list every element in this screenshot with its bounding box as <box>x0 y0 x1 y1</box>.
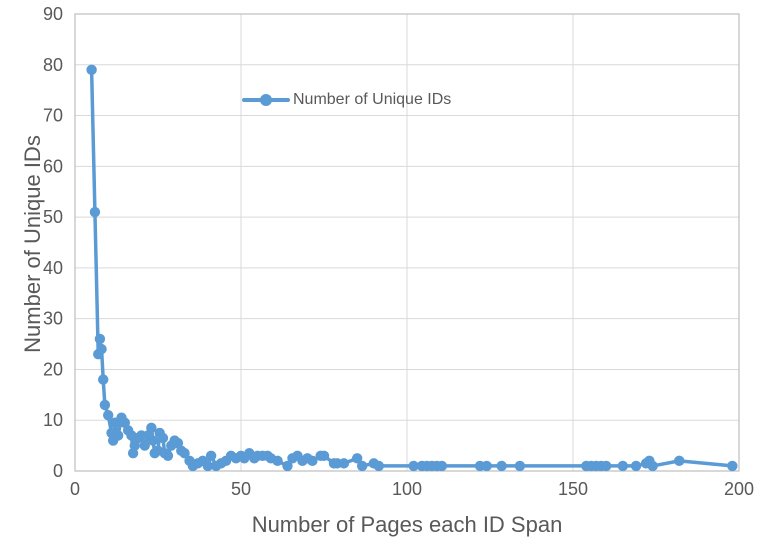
data-point <box>674 455 685 467</box>
data-point <box>307 455 318 467</box>
x-tick-label: 0 <box>70 479 80 499</box>
data-point <box>481 460 492 472</box>
data-point <box>202 460 213 472</box>
data-point <box>727 460 738 472</box>
data-point <box>112 430 124 441</box>
legend-label: Number of Unique IDs <box>293 91 452 108</box>
data-point <box>94 333 106 345</box>
data-point <box>373 460 384 472</box>
data-point <box>436 460 448 472</box>
data-point <box>496 460 507 472</box>
y-tick-label: 90 <box>43 4 63 24</box>
x-tick-label: 150 <box>558 479 588 499</box>
data-point <box>162 450 174 461</box>
data-point <box>272 455 283 467</box>
x-tick-label: 50 <box>231 479 251 499</box>
legend-marker-icon <box>260 94 272 106</box>
x-tick-label: 200 <box>724 479 754 499</box>
data-point <box>352 453 363 464</box>
y-tick-label: 50 <box>43 207 63 227</box>
data-point <box>98 374 109 385</box>
y-tick-label: 80 <box>43 55 63 75</box>
data-point <box>630 460 642 472</box>
legend-line-sample <box>242 94 290 106</box>
data-point <box>282 460 293 472</box>
data-point <box>103 409 114 421</box>
y-tick-label: 70 <box>43 106 63 126</box>
data-point <box>146 422 157 434</box>
data-point <box>356 460 368 472</box>
data-point <box>157 432 169 444</box>
data-point <box>99 399 111 411</box>
y-tick-label: 40 <box>43 258 63 278</box>
x-tick-label: 100 <box>392 479 422 499</box>
x-axis-title: Number of Pages each ID Span <box>251 512 563 537</box>
plot-border <box>74 13 740 472</box>
data-point <box>408 460 419 472</box>
data-point <box>601 460 612 472</box>
data-point <box>147 435 159 446</box>
data-point <box>647 460 658 472</box>
data-point <box>318 450 330 461</box>
y-tick-label: 10 <box>43 410 63 430</box>
data-point <box>338 458 350 469</box>
y-tick-label: 20 <box>43 359 63 379</box>
y-tick-label: 60 <box>43 156 63 176</box>
legend: Number of Unique IDs <box>242 89 451 111</box>
y-tick-label: 30 <box>43 309 63 329</box>
data-point <box>179 448 190 459</box>
data-point <box>86 64 97 76</box>
data-point <box>617 460 628 472</box>
data-point <box>205 450 217 461</box>
data-point <box>89 206 101 218</box>
y-axis-title: Number of Unique IDs <box>20 135 45 353</box>
y-tick-label: 0 <box>53 461 63 481</box>
data-point <box>96 343 107 355</box>
data-point <box>139 440 150 451</box>
data-point <box>514 460 526 472</box>
